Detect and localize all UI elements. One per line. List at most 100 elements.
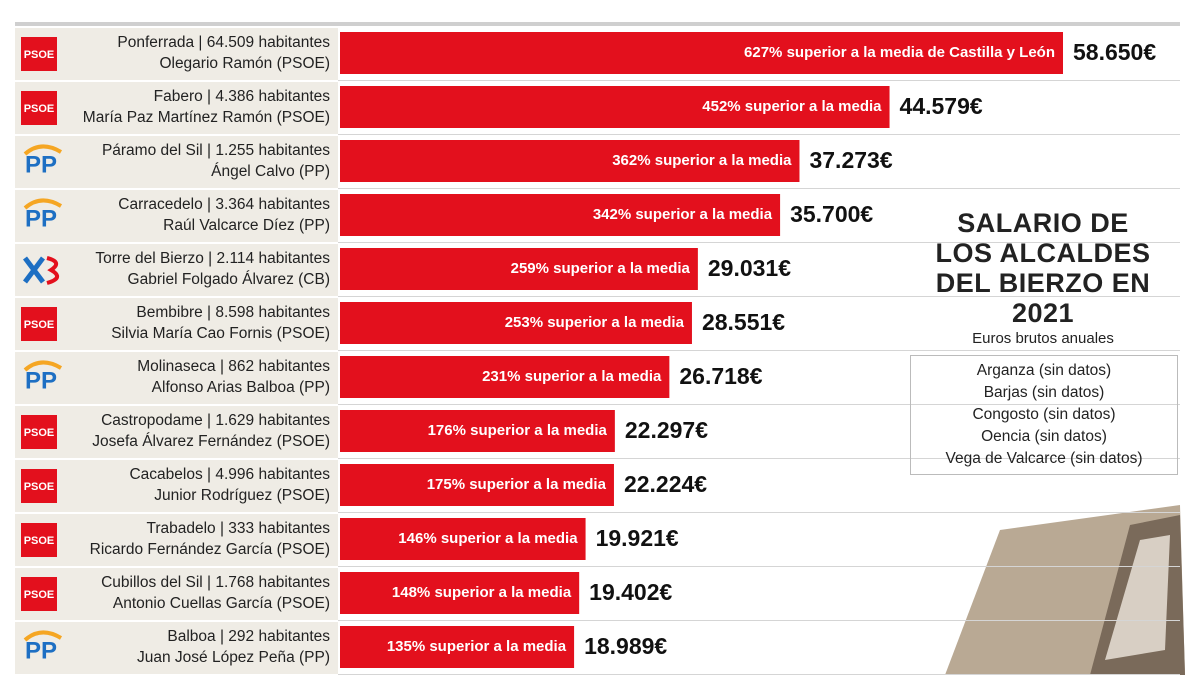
bar	[340, 626, 575, 668]
bar	[340, 32, 1063, 74]
bar-text: 627% superior a la media de Castilla y L…	[744, 44, 1055, 61]
bar	[340, 572, 580, 614]
bar-text: 146% superior a la media	[398, 530, 578, 547]
bar-text: 231% superior a la media	[482, 368, 662, 385]
value-label: 29.031€	[708, 255, 791, 281]
label-cell	[15, 406, 338, 458]
bar	[340, 140, 800, 182]
value-label: 19.402€	[589, 579, 672, 605]
bar	[340, 464, 614, 506]
logo-text: PP	[25, 205, 57, 232]
logo-psoe	[21, 523, 57, 557]
value-label: 19.921€	[596, 525, 679, 551]
logo-text: PP	[25, 151, 57, 178]
mayor-label: Gabriel Folgado Álvarez (CB)	[128, 271, 330, 288]
label-cell	[15, 28, 338, 80]
bar	[340, 518, 586, 560]
label-cell	[15, 622, 338, 674]
mayor-label: Silvia María Cao Fornis (PSOE)	[111, 325, 330, 342]
top-rule	[15, 22, 1180, 26]
value-label: 37.273€	[809, 147, 892, 173]
note: Oencia (sin datos)	[981, 428, 1107, 445]
logo-cb	[23, 256, 45, 284]
bar-text: 452% superior a la media	[702, 98, 882, 115]
note: Congosto (sin datos)	[972, 406, 1116, 423]
value-label: 22.224€	[624, 471, 707, 497]
note: Vega de Valcarce (sin datos)	[945, 450, 1143, 467]
logo-text: PP	[25, 367, 57, 394]
logo-text: PSOE	[24, 535, 55, 547]
chart-title: SALARIO DE LOS ALCALDES DEL BIERZO EN 20…	[935, 208, 1151, 328]
logo-psoe	[21, 415, 57, 449]
logo-text: PSOE	[24, 49, 55, 61]
mayor-label: Antonio Cuellas García (PSOE)	[113, 595, 330, 612]
mayor-label: Raúl Valcarce Díez (PP)	[163, 217, 330, 234]
value-label: 35.700€	[790, 201, 873, 227]
logo-text: PSOE	[24, 319, 55, 331]
category-label: Ponferrada | 64.509 habitantes	[117, 34, 330, 51]
side-panel: SALARIO DE LOS ALCALDES DEL BIERZO EN 20…	[908, 208, 1178, 475]
logo-psoe	[21, 91, 57, 125]
value-label: 44.579€	[900, 93, 983, 119]
note: Barjas (sin datos)	[983, 384, 1105, 401]
bar	[340, 194, 781, 236]
value-label: 26.718€	[679, 363, 762, 389]
mayor-label: Junior Rodríguez (PSOE)	[154, 487, 330, 504]
bar	[340, 86, 890, 128]
bar-text: 362% superior a la media	[612, 152, 792, 169]
category-label: Trabadelo | 333 habitantes	[146, 520, 330, 537]
bar-text: 175% superior a la media	[427, 476, 607, 493]
label-cell	[15, 568, 338, 620]
logo-text: PSOE	[24, 427, 55, 439]
category-label: Cacabelos | 4.996 habitantes	[129, 466, 330, 483]
logo-psoe	[21, 577, 57, 611]
logo-pp-arc	[23, 198, 63, 210]
logo-cb	[46, 256, 59, 285]
logo-psoe	[21, 307, 57, 341]
logo-text: PSOE	[24, 103, 55, 115]
logo-text: PSOE	[24, 589, 55, 601]
logo-pp-arc	[23, 630, 63, 642]
value-label: 28.551€	[702, 309, 785, 335]
logo-psoe	[21, 37, 57, 71]
category-label: Bembibre | 8.598 habitantes	[136, 304, 330, 321]
logo-psoe	[21, 469, 57, 503]
mayor-label: Ricardo Fernández García (PSOE)	[90, 541, 330, 558]
label-cell	[15, 460, 338, 512]
logo-pp-arc	[23, 360, 63, 372]
label-cell	[15, 352, 338, 404]
label-cell	[15, 244, 338, 296]
mayor-label: María Paz Martínez Ramón (PSOE)	[83, 109, 330, 126]
category-label: Castropodame | 1.629 habitantes	[101, 412, 330, 429]
label-cell	[15, 136, 338, 188]
logo-text: PP	[25, 637, 57, 664]
category-label: Fabero | 4.386 habitantes	[154, 88, 331, 105]
bar-text: 342% superior a la media	[593, 206, 773, 223]
category-label: Molinaseca | 862 habitantes	[137, 358, 330, 375]
label-cell	[15, 298, 338, 350]
value-label: 18.989€	[584, 633, 667, 659]
category-label: Cubillos del Sil | 1.768 habitantes	[101, 574, 330, 591]
bar	[340, 410, 615, 452]
label-cell	[15, 514, 338, 566]
category-label: Balboa | 292 habitantes	[167, 628, 330, 645]
mayor-label: Juan José López Peña (PP)	[137, 649, 330, 666]
logo-pp-arc	[23, 144, 63, 156]
mayor-label: Ángel Calvo (PP)	[211, 163, 330, 180]
bar	[340, 248, 698, 290]
bar	[340, 302, 692, 344]
category-label: Páramo del Sil | 1.255 habitantes	[102, 142, 330, 159]
category-label: Torre del Bierzo | 2.114 habitantes	[95, 250, 330, 267]
bar-text: 259% superior a la media	[511, 260, 691, 277]
chart-subtitle: Euros brutos anuales	[972, 330, 1114, 347]
mayor-label: Alfonso Arias Balboa (PP)	[152, 379, 330, 396]
logo-text: PSOE	[24, 481, 55, 493]
label-cell	[15, 82, 338, 134]
bar-text: 253% superior a la media	[505, 314, 685, 331]
bar-text: 148% superior a la media	[392, 584, 572, 601]
bar	[340, 356, 670, 398]
bar-text: 135% superior a la media	[387, 638, 567, 655]
photo	[945, 505, 1185, 675]
